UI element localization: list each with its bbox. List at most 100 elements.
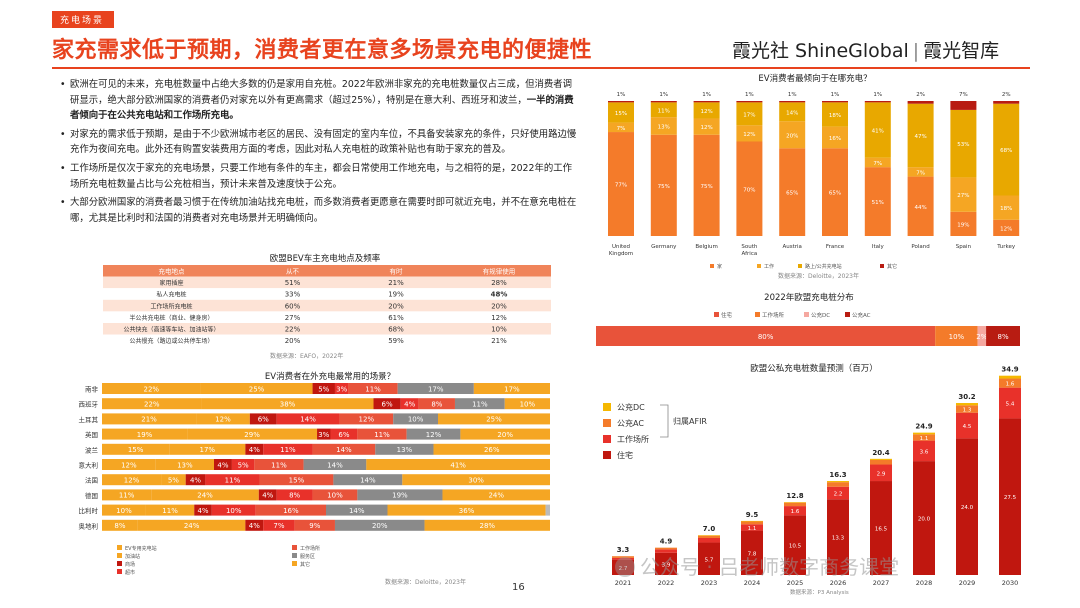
preference-bar-label: 17% bbox=[743, 112, 755, 118]
bullet-item: 大部分欧洲国家的消费者最习惯于在传统加油站找充电桩，而多数消费者更愿意在需要时即… bbox=[60, 195, 580, 226]
forecast-total-label: 24.9 bbox=[915, 423, 932, 431]
distribution-legend-label: 住宅 bbox=[721, 311, 733, 319]
scenario-bar-segment bbox=[263, 443, 313, 455]
forecast-bar-label: 1.1 bbox=[748, 526, 757, 532]
scenario-bar-segment bbox=[196, 413, 250, 425]
preference-legend-label: 家 bbox=[717, 263, 722, 270]
scenario-bar-label: 10% bbox=[116, 507, 132, 515]
scenario-bar-label: 4% bbox=[262, 492, 273, 500]
preference-bar-segment bbox=[822, 102, 848, 127]
preference-bar-segment bbox=[779, 121, 806, 149]
scenario-bar-segment bbox=[187, 428, 318, 440]
scenario-bar-label: 10% bbox=[408, 416, 424, 424]
forecast-bar-segment bbox=[612, 556, 634, 558]
forecast-year-label: 2030 bbox=[1002, 579, 1019, 587]
forecast-bar-segment bbox=[698, 542, 720, 575]
scenario-bar-label: 6% bbox=[338, 431, 349, 439]
scenario-category-label: 南非 bbox=[85, 385, 99, 394]
preference-bar-label: 70% bbox=[743, 187, 755, 193]
preference-bar-segment bbox=[736, 102, 763, 126]
preference-bar-segment bbox=[950, 101, 977, 110]
watermark-text: 公众号 · 吕老师数字商务课堂 bbox=[640, 555, 899, 579]
distribution-legend-swatch bbox=[845, 312, 850, 317]
preference-bar-label: 7% bbox=[916, 170, 925, 176]
scenario-legend-label: 工作场所 bbox=[300, 545, 320, 552]
forecast-bar-label: 5.4 bbox=[1006, 402, 1015, 408]
preference-bar-segment bbox=[736, 101, 763, 103]
table-cell: 22% bbox=[285, 326, 301, 334]
scenario-bar-label: 21% bbox=[141, 416, 157, 424]
scenario-bar-label: 36% bbox=[459, 507, 475, 515]
scenario-bar-segment bbox=[145, 504, 195, 516]
scenario-bar-segment bbox=[245, 443, 264, 455]
forecast-bar-segment bbox=[913, 432, 935, 435]
preference-bar-segment bbox=[693, 102, 720, 119]
forecast-bar-segment bbox=[698, 537, 720, 543]
scenario-bar-label: 11% bbox=[162, 507, 178, 515]
table-cell: 20% bbox=[491, 302, 507, 310]
preference-bar-label: 19% bbox=[957, 222, 969, 228]
forecast-bar-segment bbox=[612, 557, 634, 560]
forecast-bar-segment bbox=[870, 458, 892, 460]
scenario-bar-segment bbox=[102, 519, 138, 531]
forecast-total-label: 7.0 bbox=[703, 525, 716, 533]
preference-category-label: Kingdom bbox=[609, 251, 633, 257]
preference-bar-label: 14% bbox=[786, 110, 798, 116]
preference-bar-segment bbox=[950, 211, 977, 236]
scenario-bar-segment bbox=[205, 474, 260, 486]
forecast-bar-segment bbox=[741, 524, 763, 531]
scenario-source: 数据来源：Deloitte，2023年 bbox=[385, 578, 466, 586]
scenario-bar-segment bbox=[357, 428, 407, 440]
table-cell: 61% bbox=[388, 314, 404, 322]
scenario-bar-segment bbox=[161, 474, 186, 486]
scenario-bar-label: 38% bbox=[280, 401, 296, 409]
preference-bar-segment bbox=[993, 195, 1020, 220]
forecast-bar-label: 2.9 bbox=[877, 471, 886, 477]
forecast-bar-segment bbox=[827, 481, 849, 483]
scenario-bar-segment bbox=[294, 519, 335, 531]
scenario-bar-label: 24% bbox=[184, 522, 200, 530]
preference-category-label: Germany bbox=[651, 244, 677, 250]
scenario-bar-segment bbox=[334, 383, 349, 394]
preference-top-label: 2% bbox=[1002, 92, 1011, 98]
scenario-bar-segment bbox=[102, 398, 202, 410]
preference-bar-segment bbox=[693, 118, 720, 135]
forecast-total-label: 9.5 bbox=[746, 511, 759, 519]
preference-legend-label: 工作 bbox=[764, 263, 774, 270]
scenario-category-label: 比利时 bbox=[79, 506, 99, 515]
table-cell: 公共快充（高速等车站、加油站等） bbox=[123, 326, 219, 334]
forecast-bar-segment bbox=[784, 515, 806, 575]
preference-bar-segment bbox=[650, 102, 677, 118]
distribution-bar-label: 8% bbox=[997, 333, 1008, 341]
scenario-bar-label: 16% bbox=[283, 507, 299, 515]
forecast-year-label: 2025 bbox=[787, 579, 804, 587]
forecast-bar-label: 24.0 bbox=[961, 505, 974, 511]
table-cell: 48% bbox=[491, 291, 508, 299]
scenario-bar-segment bbox=[102, 413, 197, 425]
forecast-total-label: 30.2 bbox=[958, 393, 975, 401]
table-cell: 60% bbox=[285, 302, 301, 310]
scenario-bar-label: 11% bbox=[374, 431, 390, 439]
scenario-bar-segment bbox=[504, 398, 550, 410]
scenario-legend-swatch bbox=[117, 553, 122, 558]
scenario-bar-segment bbox=[433, 443, 550, 455]
preference-bar-label: 18% bbox=[829, 113, 841, 119]
scenario-bar-label: 15% bbox=[128, 446, 144, 454]
preference-bar-segment bbox=[779, 102, 806, 122]
scenario-bar-segment bbox=[317, 428, 331, 440]
forecast-bar-label: 1.3 bbox=[963, 408, 972, 414]
scenario-bar-label: 4% bbox=[190, 477, 201, 485]
preference-bar-label: 20% bbox=[786, 133, 798, 139]
scenario-category-label: 法国 bbox=[85, 476, 98, 485]
table-cell: 工作场所充电桩 bbox=[150, 302, 192, 310]
scenario-bar-segment bbox=[397, 383, 474, 394]
bullet-text: 欧洲在可见的未来，充电桩数量中占绝大多数的仍是家用自充桩。2022年欧洲非家充的… bbox=[70, 79, 572, 106]
table-header-cell: 从不 bbox=[286, 268, 300, 276]
preference-bar-label: 75% bbox=[658, 184, 670, 190]
forecast-bar-segment bbox=[870, 464, 892, 482]
scenario-bar-label: 17% bbox=[199, 446, 215, 454]
forecast-bar-label: 4.5 bbox=[963, 424, 972, 430]
distribution-legend-label: 公充DC bbox=[811, 311, 830, 319]
scenario-bar-segment bbox=[169, 443, 246, 455]
section-tag: 充电场景 bbox=[52, 11, 115, 28]
